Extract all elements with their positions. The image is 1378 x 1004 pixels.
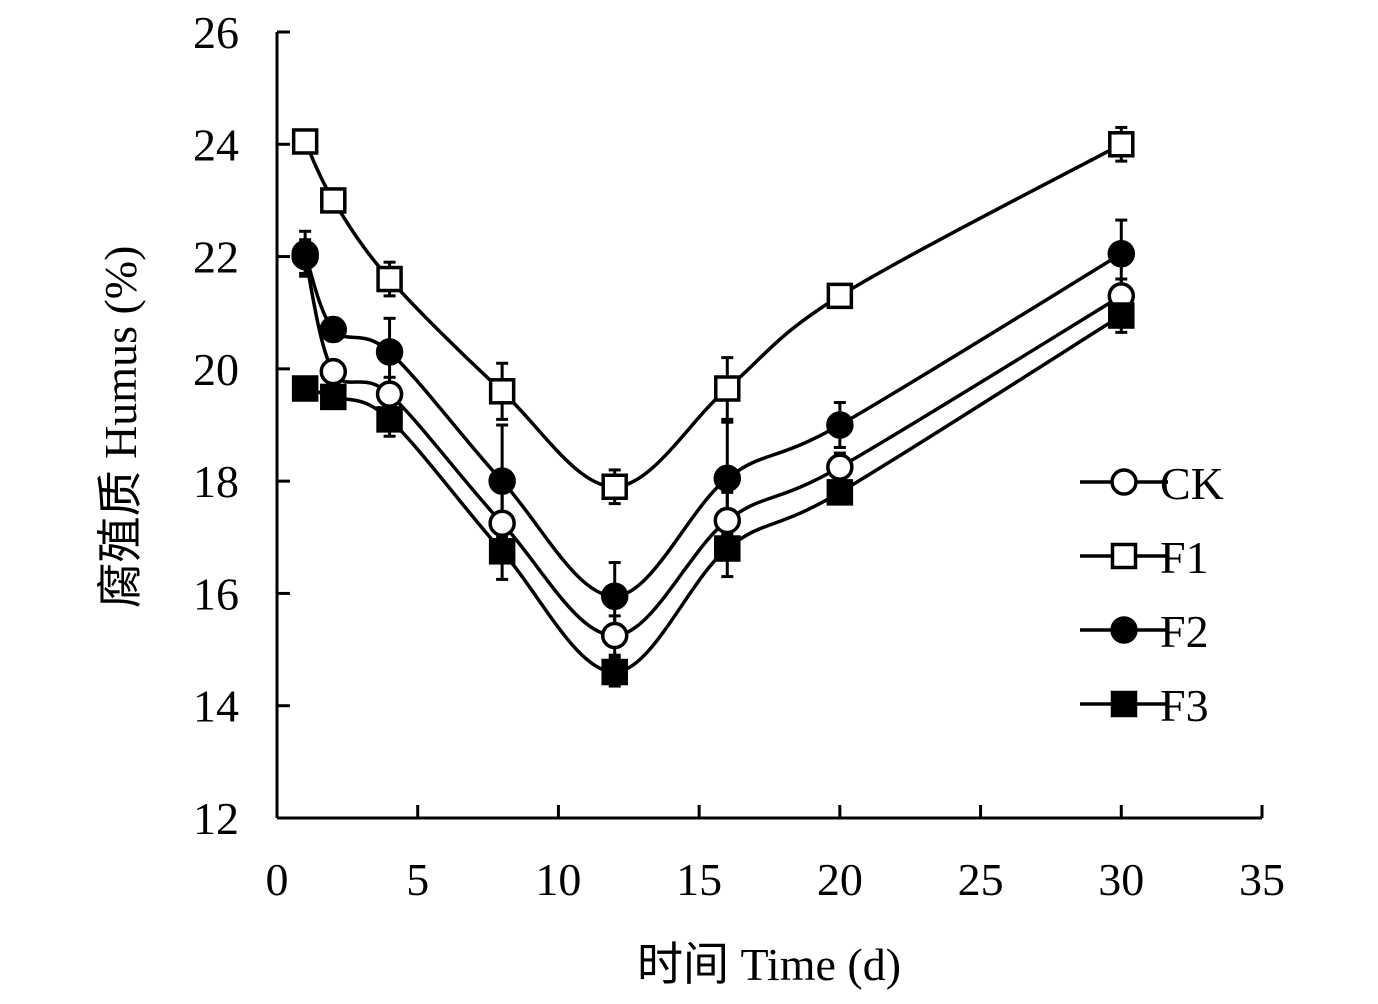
axes bbox=[275, 32, 1262, 820]
y-tick-label: 22 bbox=[193, 232, 239, 283]
data-point-f2 bbox=[291, 240, 319, 268]
y-tick-label: 12 bbox=[193, 793, 239, 844]
y-tick-label: 26 bbox=[193, 7, 239, 58]
data-point-f2 bbox=[375, 338, 404, 366]
error-bars bbox=[299, 125, 1128, 688]
legend-label-ck: CK bbox=[1160, 458, 1224, 509]
data-point-f1 bbox=[488, 378, 516, 405]
data-point-ck bbox=[600, 621, 629, 650]
data-point-f3 bbox=[1108, 302, 1135, 329]
data-point-f3 bbox=[320, 383, 347, 411]
data-point-ck bbox=[826, 453, 854, 481]
x-tick-label: 35 bbox=[1239, 854, 1285, 905]
data-point-f1 bbox=[714, 375, 741, 402]
x-tick-label: 5 bbox=[406, 854, 429, 905]
y-tick-label: 16 bbox=[193, 568, 239, 619]
x-axis-title: 时间 Time (d) bbox=[637, 939, 901, 990]
y-axis-title: 腐殖质 Humus (%) bbox=[95, 246, 146, 609]
data-point-f2 bbox=[488, 467, 516, 495]
data-point-ck bbox=[713, 506, 742, 535]
legend-marker-f2 bbox=[1110, 616, 1138, 644]
legend-marker-f1 bbox=[1110, 542, 1138, 570]
y-tick-label: 24 bbox=[193, 119, 239, 170]
data-point-f1 bbox=[826, 282, 854, 310]
x-tick-label: 30 bbox=[1098, 854, 1144, 905]
ticks: 12 14 16 18 20 22 24 26 0 5 10 15 20 25 30 35 bbox=[193, 7, 1285, 905]
data-point-f2 bbox=[826, 411, 854, 439]
legend-label-f3: F3 bbox=[1160, 680, 1209, 731]
data-point-f1 bbox=[376, 265, 403, 293]
data-point-f3 bbox=[826, 479, 854, 506]
data-point-f2 bbox=[713, 464, 742, 493]
series-lines bbox=[303, 140, 1123, 674]
legend: CK F1 F2 F3 bbox=[1080, 458, 1224, 731]
data-point-f1 bbox=[601, 473, 628, 501]
x-tick-label: 20 bbox=[817, 854, 863, 905]
data-point-ck bbox=[375, 380, 404, 408]
data-point-f3 bbox=[601, 658, 628, 686]
data-point-f2 bbox=[319, 315, 348, 344]
x-tick-label: 15 bbox=[676, 854, 722, 905]
y-tick-label: 18 bbox=[193, 456, 239, 507]
legend-label-f2: F2 bbox=[1160, 606, 1209, 657]
x-tick-label: 25 bbox=[958, 854, 1004, 905]
x-tick-label: 10 bbox=[535, 854, 581, 905]
data-point-f3 bbox=[714, 535, 741, 562]
series-line-f2 bbox=[303, 252, 1123, 598]
legend-label-f1: F1 bbox=[1160, 532, 1209, 583]
data-point-ck bbox=[488, 509, 516, 537]
data-point-ck bbox=[319, 357, 348, 386]
data-point-f3 bbox=[488, 538, 516, 565]
series-line-ck bbox=[303, 256, 1123, 638]
markers bbox=[291, 128, 1136, 686]
y-tick-label: 14 bbox=[193, 681, 239, 732]
data-point-f3 bbox=[376, 406, 403, 433]
legend-marker-f3 bbox=[1110, 690, 1138, 718]
data-point-f1 bbox=[291, 128, 319, 155]
data-point-f1 bbox=[320, 187, 347, 214]
data-point-f2 bbox=[600, 582, 629, 610]
x-tick-label: 0 bbox=[266, 854, 289, 905]
legend-marker-ck bbox=[1110, 468, 1138, 496]
data-point-f3 bbox=[291, 375, 319, 402]
y-tick-label: 20 bbox=[193, 344, 239, 395]
data-point-f2 bbox=[1107, 240, 1136, 268]
data-point-f1 bbox=[1108, 131, 1135, 158]
